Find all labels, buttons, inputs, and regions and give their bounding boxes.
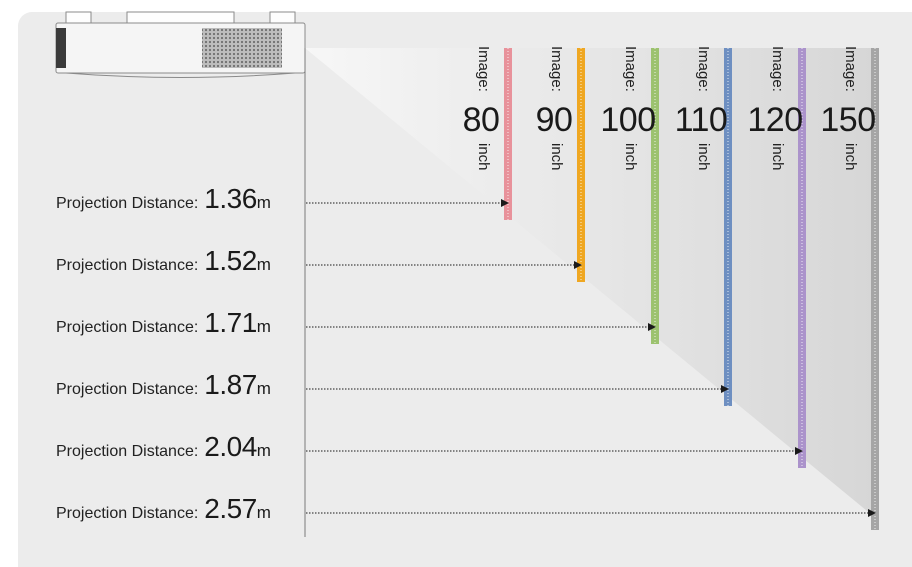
image-size-unit: inch	[475, 143, 492, 171]
distance-label-prefix: Projection Distance	[56, 505, 194, 522]
distance-label: Projection Distance: 1.71m	[56, 303, 271, 343]
distance-value: 1.71	[204, 307, 257, 338]
distance-label-colon: :	[193, 257, 199, 274]
image-size-unit: inch	[695, 143, 712, 171]
image-label: Image:	[769, 46, 786, 92]
distance-label: Projection Distance: 2.04m	[56, 427, 271, 467]
image-size-unit: inch	[769, 143, 786, 171]
distance-label-colon: :	[193, 381, 199, 398]
image-label: Image:	[475, 46, 492, 92]
distance-unit: m	[256, 441, 271, 460]
distance-value: 2.04	[204, 431, 257, 462]
screen-bar-110	[724, 48, 732, 406]
image-size-value: 100	[600, 101, 656, 139]
image-label: Image:	[622, 46, 639, 92]
distance-label: Projection Distance: 2.57m	[56, 489, 271, 529]
image-label: Image:	[548, 46, 565, 92]
distance-unit: m	[256, 379, 271, 398]
image-size-value: 120	[747, 101, 803, 139]
distance-label-prefix: Projection Distance	[56, 381, 194, 398]
distance-label: Projection Distance: 1.36m	[56, 179, 271, 219]
distance-unit: m	[256, 255, 271, 274]
image-size-unit: inch	[842, 143, 859, 171]
distance-unit: m	[256, 317, 271, 336]
distance-value: 1.36	[204, 183, 257, 214]
projector-icon	[55, 11, 306, 78]
distance-label-colon: :	[193, 195, 199, 212]
distance-label-colon: :	[193, 443, 199, 460]
image-size-value: 90	[535, 101, 573, 139]
image-size-unit: inch	[548, 143, 565, 171]
distance-value: 2.57	[204, 493, 257, 524]
distance-value: 1.52	[204, 245, 257, 276]
distance-label: Projection Distance: 1.87m	[56, 365, 271, 405]
image-size-value: 110	[674, 101, 728, 139]
image-size-unit: inch	[622, 143, 639, 171]
light-beam	[305, 48, 878, 520]
distance-unit: m	[256, 503, 271, 522]
distance-value: 1.87	[204, 369, 257, 400]
distance-label-prefix: Projection Distance	[56, 257, 194, 274]
screen-bar-80	[504, 48, 512, 220]
distance-label-prefix: Projection Distance	[56, 319, 194, 336]
distance-label-prefix: Projection Distance	[56, 443, 194, 460]
distance-label-colon: :	[193, 319, 199, 336]
image-label: Image:	[695, 46, 712, 92]
image-size-value: 150	[820, 101, 876, 139]
distance-label: Projection Distance: 1.52m	[56, 241, 271, 281]
distance-unit: m	[256, 193, 271, 212]
distance-label-colon: :	[193, 505, 199, 522]
distance-label-prefix: Projection Distance	[56, 195, 194, 212]
image-label: Image:	[842, 46, 859, 92]
image-size-value: 80	[462, 101, 500, 139]
